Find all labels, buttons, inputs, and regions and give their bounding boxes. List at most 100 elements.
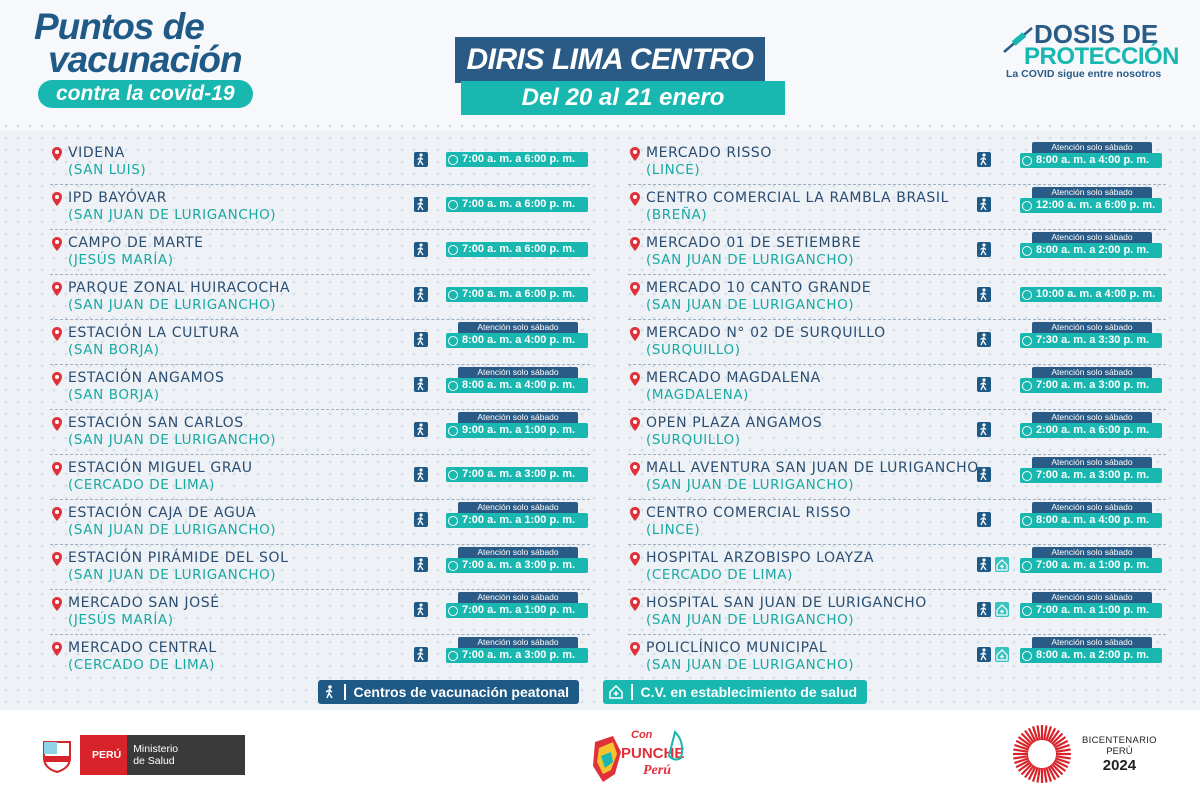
- point-name: VIDENA: [68, 145, 125, 161]
- hours-text: 7:00 a. m. a 3:00 p. m.: [1036, 469, 1150, 481]
- point-district: (LINCE): [646, 522, 701, 538]
- hours-text: 7:00 a. m. a 3:00 p. m.: [1036, 379, 1150, 391]
- saturday-only-label: Atención solo sábado: [1032, 592, 1152, 603]
- clock-icon: [448, 469, 458, 480]
- bicent-line-1: BICENTENARIO: [1082, 734, 1157, 746]
- schedule-block: Atención solo sábado 8:00 a. m. a 4:00 p.…: [446, 322, 588, 348]
- clock-icon: [1022, 605, 1032, 616]
- point-district: (SURQUILLO): [646, 342, 741, 358]
- location-pin-icon: [52, 507, 62, 521]
- ministerio-label: Ministerio de Salud: [127, 735, 246, 775]
- hours-badge: 10:00 a. m. a 4:00 p. m.: [1020, 287, 1162, 302]
- schedule-block: Atención solo sábado 8:00 a. m. a 4:00 p.…: [1020, 142, 1162, 168]
- saturday-only-label: Atención solo sábado: [458, 637, 578, 648]
- hours-text: 7:00 a. m. a 6:00 p. m.: [462, 153, 576, 165]
- hours-text: 7:00 a. m. a 6:00 p. m.: [462, 288, 576, 300]
- point-name: MERCADO MAGDALENA: [646, 370, 821, 386]
- hours-badge: 8:00 a. m. a 2:00 p. m.: [1020, 648, 1162, 663]
- vaccination-point-row: CAMPO DE MARTE (JESÚS MARÍA) 7:00 a. m. a …: [50, 230, 590, 275]
- location-pin-icon: [52, 282, 62, 296]
- saturday-only-label: Atención solo sábado: [1032, 367, 1152, 378]
- point-district: (SAN JUAN DE LURIGANCHO): [646, 657, 855, 673]
- location-pin-icon: [630, 192, 640, 206]
- vaccination-point-row: PARQUE ZONAL HUIRACOCHA (SAN JUAN DE LURI…: [50, 275, 590, 320]
- clock-icon: [1022, 245, 1032, 256]
- hours-text: 12:00 a. m. a 6:00 p. m.: [1036, 199, 1156, 211]
- title-line-2: vacunación: [48, 39, 243, 80]
- schedule-block: 10:00 a. m. a 4:00 p. m.: [1020, 287, 1162, 302]
- point-district: (SAN JUAN DE LURIGANCHO): [68, 432, 277, 448]
- vaccination-point-row: MERCADO CENTRAL (CERCADO DE LIMA) Atención…: [50, 635, 590, 679]
- hours-badge: 7:00 a. m. a 1:00 p. m.: [446, 603, 588, 618]
- saturday-only-label: Atención solo sábado: [458, 592, 578, 603]
- vaccination-point-row: HOSPITAL SAN JUAN DE LURIGANCHO (SAN JUAN…: [628, 590, 1166, 635]
- point-name: PARQUE ZONAL HUIRACOCHA: [68, 280, 291, 296]
- saturday-only-label: Atención solo sábado: [1032, 547, 1152, 558]
- point-district: (SAN JUAN DE LURIGANCHO): [646, 252, 855, 268]
- schedule-block: Atención solo sábado 2:00 a. m. a 6:00 p.…: [1020, 412, 1162, 438]
- vaccination-point-row: CENTRO COMERCIAL RISSO (LINCE) Atención so…: [628, 500, 1166, 545]
- hours-badge: 2:00 a. m. a 6:00 p. m.: [1020, 423, 1162, 438]
- hours-badge: 7:00 a. m. a 1:00 p. m.: [446, 513, 588, 528]
- clock-icon: [1022, 289, 1032, 300]
- vaccination-point-row: ESTACIÓN PIRÁMIDE DEL SOL (SAN JUAN DE LU…: [50, 545, 590, 590]
- saturday-only-label: Atención solo sábado: [1032, 232, 1152, 243]
- walking-icon: [977, 242, 991, 257]
- hours-badge: 7:00 a. m. a 6:00 p. m.: [446, 287, 588, 302]
- location-pin-icon: [52, 147, 62, 161]
- saturday-only-label: Atención solo sábado: [458, 322, 578, 333]
- location-pin-icon: [630, 417, 640, 431]
- location-pin-icon: [52, 327, 62, 341]
- point-name: MERCADO CENTRAL: [68, 640, 217, 656]
- saturday-only-label: Atención solo sábado: [1032, 637, 1152, 648]
- schedule-block: Atención solo sábado 8:00 a. m. a 2:00 p.…: [1020, 637, 1162, 663]
- hours-text: 10:00 a. m. a 4:00 p. m.: [1036, 288, 1156, 300]
- syringe-icon: [1003, 27, 1033, 53]
- point-district: (SURQUILLO): [646, 432, 741, 448]
- point-district: (SAN JUAN DE LURIGANCHO): [646, 612, 855, 628]
- bicentenario-logo: BICENTENARIO PERÚ 2024: [1010, 722, 1157, 786]
- walking-icon: [977, 602, 991, 617]
- hours-text: 7:00 a. m. a 1:00 p. m.: [462, 514, 576, 526]
- hours-text: 7:00 a. m. a 1:00 p. m.: [1036, 604, 1150, 616]
- vaccination-point-row: ESTACIÓN CAJA DE AGUA (SAN JUAN DE LURIGA…: [50, 500, 590, 545]
- walking-icon: [977, 647, 991, 662]
- hours-badge: 8:00 a. m. a 4:00 p. m.: [1020, 153, 1162, 168]
- peru-script-text: Perú: [643, 763, 671, 778]
- walking-icon: [414, 467, 428, 482]
- walking-icon: [977, 467, 991, 482]
- hours-text: 9:00 a. m. a 1:00 p. m.: [462, 424, 576, 436]
- health-facility-icon: [995, 557, 1009, 572]
- title-block: Puntos de vacunación contra la covid-19: [34, 8, 294, 108]
- point-district: (SAN JUAN DE LURIGANCHO): [68, 207, 277, 223]
- hours-text: 7:00 a. m. a 1:00 p. m.: [462, 604, 576, 616]
- walking-icon: [977, 422, 991, 437]
- hours-text: 8:00 a. m. a 4:00 p. m.: [462, 334, 576, 346]
- schedule-block: Atención solo sábado 7:30 a. m. a 3:30 p.…: [1020, 322, 1162, 348]
- hours-badge: 7:00 a. m. a 3:00 p. m.: [1020, 378, 1162, 393]
- hours-badge: 7:00 a. m. a 6:00 p. m.: [446, 152, 588, 167]
- point-district: (SAN JUAN DE LURIGANCHO): [646, 477, 855, 493]
- bicentenario-emblem-icon: [1013, 725, 1071, 783]
- point-name: POLICLÍNICO MUNICIPAL: [646, 640, 828, 656]
- location-pin-icon: [52, 552, 62, 566]
- peru-label: PERÚ: [80, 735, 128, 775]
- vaccination-point-row: POLICLÍNICO MUNICIPAL (SAN JUAN DE LURIGA…: [628, 635, 1166, 679]
- campaign-line-2: PROTECCIÓN: [1024, 43, 1180, 70]
- point-district: (CERCADO DE LIMA): [68, 657, 215, 673]
- walking-icon: [977, 287, 991, 302]
- point-district: (SAN JUAN DE LURIGANCHO): [646, 297, 855, 313]
- hours-badge: 7:00 a. m. a 6:00 p. m.: [446, 197, 588, 212]
- hours-badge: 7:30 a. m. a 3:30 p. m.: [1020, 333, 1162, 348]
- schedule-block: 7:00 a. m. a 6:00 p. m.: [446, 287, 588, 302]
- hours-text: 7:00 a. m. a 3:00 p. m.: [462, 649, 576, 661]
- point-district: (CERCADO DE LIMA): [68, 477, 215, 493]
- hours-text: 7:30 a. m. a 3:30 p. m.: [1036, 334, 1150, 346]
- schedule-block: 7:00 a. m. a 3:00 p. m.: [446, 467, 588, 482]
- vaccination-point-row: ESTACIÓN MIGUEL GRAU (CERCADO DE LIMA) 7:0…: [50, 455, 590, 500]
- location-pin-icon: [630, 237, 640, 251]
- location-pin-icon: [630, 597, 640, 611]
- saturday-only-label: Atención solo sábado: [1032, 187, 1152, 198]
- hours-text: 8:00 a. m. a 2:00 p. m.: [1036, 244, 1150, 256]
- hours-text: 7:00 a. m. a 3:00 p. m.: [462, 559, 576, 571]
